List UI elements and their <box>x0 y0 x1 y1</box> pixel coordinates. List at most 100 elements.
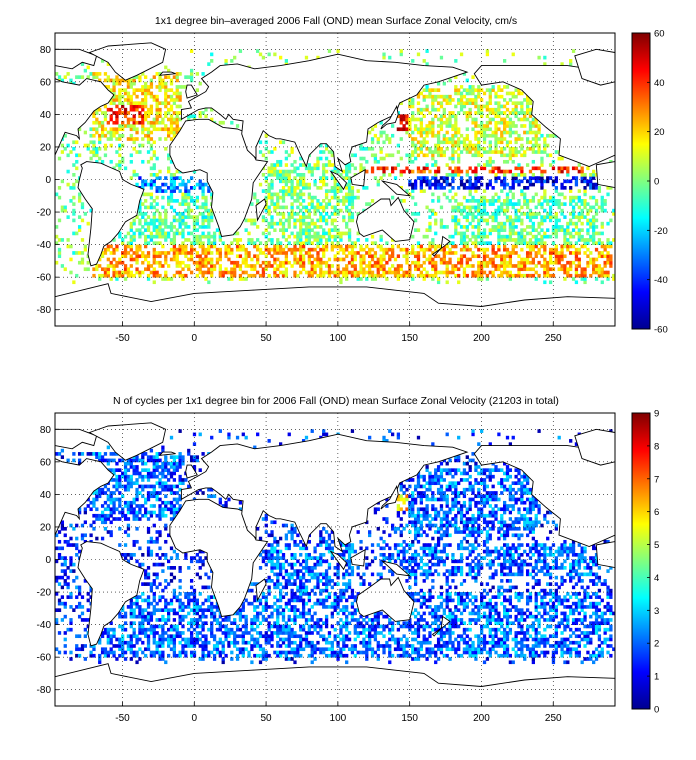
data-cell <box>353 254 357 259</box>
data-cell <box>144 75 148 79</box>
data-cell <box>178 127 182 132</box>
data-cell <box>301 257 306 262</box>
data-cell <box>169 192 174 197</box>
data-cell <box>322 172 326 177</box>
data-cell <box>178 260 182 265</box>
data-cell <box>284 273 289 278</box>
data-cell <box>158 225 162 229</box>
data-cell <box>138 605 142 609</box>
data-cell <box>178 474 182 479</box>
data-cell <box>603 208 607 213</box>
data-cell <box>161 644 165 648</box>
data-cell <box>126 273 131 278</box>
data-cell <box>235 238 240 242</box>
data-cell <box>370 169 375 174</box>
y-tick-label: 80 <box>40 45 52 56</box>
data-cell <box>135 94 139 99</box>
data-cell <box>574 247 579 252</box>
data-cell <box>301 267 306 272</box>
data-cell <box>144 133 148 138</box>
data-cell <box>164 579 168 583</box>
data-cell <box>434 182 438 187</box>
data-cell <box>299 231 303 236</box>
data-cell <box>89 533 93 538</box>
data-cell <box>135 215 139 219</box>
data-cell <box>149 458 154 463</box>
data-cell <box>514 166 518 171</box>
data-cell <box>152 611 156 616</box>
data-cell <box>273 267 277 272</box>
data-cell <box>454 169 458 174</box>
data-cell <box>175 270 179 275</box>
data-cell <box>316 251 320 255</box>
data-cell <box>324 238 329 242</box>
data-cell <box>75 153 79 158</box>
data-cell <box>299 189 303 193</box>
data-cell <box>514 94 518 99</box>
data-cell <box>238 277 243 281</box>
data-cell <box>158 234 162 239</box>
data-cell <box>132 552 136 557</box>
data-cell <box>425 146 429 151</box>
data-cell <box>405 189 409 193</box>
data-cell <box>60 448 65 453</box>
data-cell <box>169 546 174 551</box>
data-cell <box>210 107 214 112</box>
data-cell <box>436 133 441 138</box>
data-cell <box>144 468 148 472</box>
data-cell <box>408 251 412 255</box>
data-cell <box>592 215 596 219</box>
data-cell <box>313 234 317 239</box>
data-cell <box>307 166 311 171</box>
data-cell <box>416 111 421 115</box>
data-cell <box>152 627 156 632</box>
data-cell <box>270 182 274 187</box>
data-cell <box>597 270 602 275</box>
data-cell <box>373 176 378 180</box>
data-cell <box>149 218 154 223</box>
data-cell <box>181 199 185 203</box>
data-cell <box>201 212 205 216</box>
data-cell <box>505 218 510 223</box>
data-cell <box>471 225 475 229</box>
data-cell <box>175 117 179 122</box>
data-cell <box>543 179 547 184</box>
data-cell <box>345 192 349 197</box>
data-cell <box>135 494 139 499</box>
data-cell <box>554 176 558 180</box>
data-cell <box>457 166 461 171</box>
data-cell <box>528 247 533 252</box>
data-cell <box>560 225 564 229</box>
data-cell <box>207 257 211 262</box>
data-cell <box>267 208 271 213</box>
data-cell <box>324 205 329 210</box>
data-cell <box>129 133 133 138</box>
data-cell <box>155 465 159 469</box>
data-cell <box>129 500 133 505</box>
data-cell <box>77 605 82 609</box>
data-cell <box>126 98 131 102</box>
data-cell <box>123 543 128 547</box>
data-cell <box>261 251 266 255</box>
data-cell <box>109 640 113 645</box>
data-cell <box>503 124 507 128</box>
data-cell <box>155 513 159 518</box>
data-cell <box>603 247 607 252</box>
data-cell <box>72 218 76 223</box>
data-cell <box>172 117 177 122</box>
data-cell <box>468 150 472 154</box>
data-cell <box>419 189 423 193</box>
data-cell <box>75 595 79 599</box>
data-cell <box>411 212 415 216</box>
data-cell <box>345 186 349 190</box>
data-cell <box>100 120 105 125</box>
data-cell <box>385 251 389 255</box>
data-cell <box>494 137 498 141</box>
data-cell <box>571 176 576 180</box>
data-cell <box>175 611 179 616</box>
data-cell <box>270 179 274 184</box>
data-cell <box>324 264 329 268</box>
data-cell <box>187 117 191 122</box>
data-cell <box>523 117 527 122</box>
